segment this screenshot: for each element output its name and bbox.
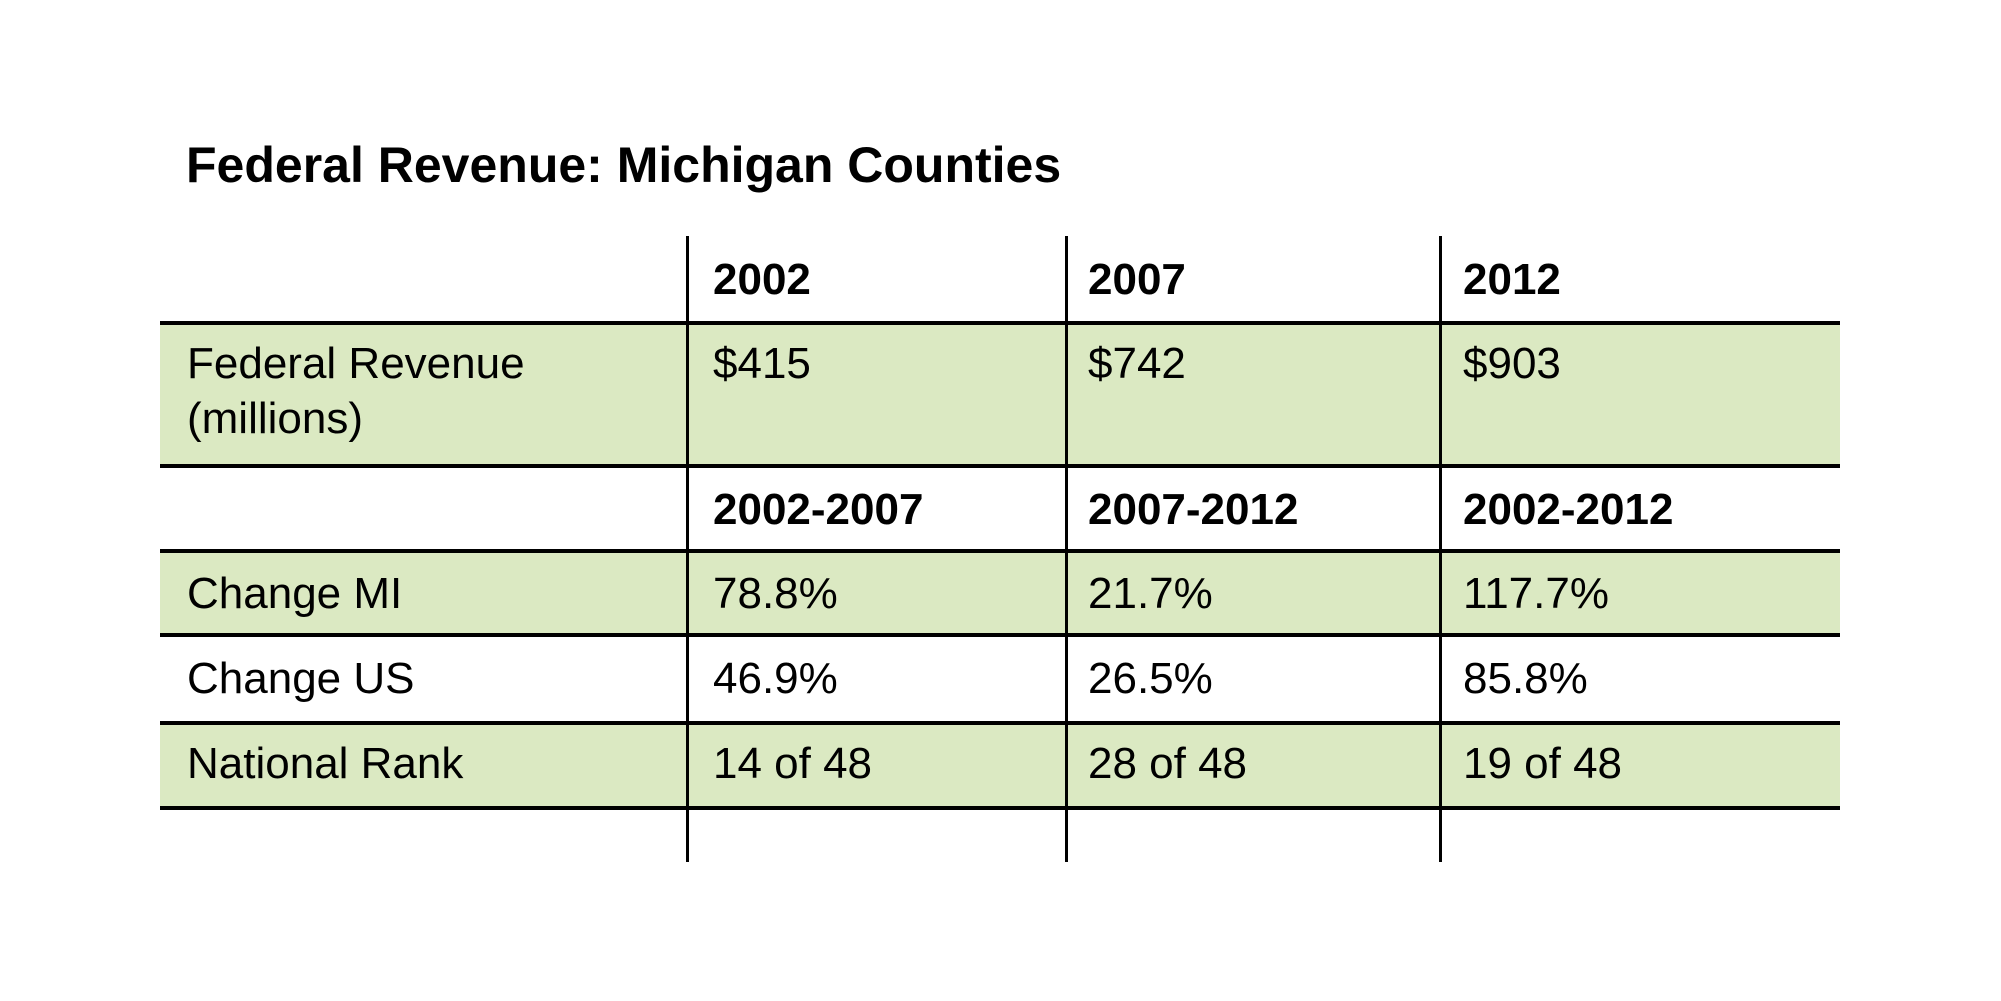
row-label-unit: (millions) (187, 394, 363, 443)
row-label: Federal Revenue (187, 339, 525, 388)
rule (160, 806, 1840, 810)
table-cell: 46.9% (713, 654, 838, 703)
row-band-change-mi (160, 551, 1840, 635)
header-year: 2007 (1088, 255, 1186, 304)
table-cell: 28 of 48 (1088, 739, 1248, 788)
rule (160, 464, 1840, 468)
column-rule (1065, 236, 1068, 862)
row-band-rank (160, 723, 1840, 808)
header-year: 2012 (1463, 255, 1561, 304)
rule (160, 721, 1840, 725)
revenue-value: $903 (1463, 339, 1561, 388)
row-band-revenue (160, 323, 1840, 466)
revenue-value: $415 (713, 339, 811, 388)
table-cell: 19 of 48 (1463, 739, 1623, 788)
row-label: National Rank (187, 739, 464, 788)
table-cell: 117.7% (1463, 569, 1609, 618)
header-period: 2002-2007 (713, 485, 924, 534)
revenue-value: $742 (1088, 339, 1186, 388)
column-rule (686, 236, 689, 862)
rule (160, 633, 1840, 637)
row-label: Change MI (187, 569, 403, 618)
row-label: Change US (187, 654, 415, 703)
rule (160, 549, 1840, 553)
table-cell: 78.8% (713, 569, 838, 618)
table-cell: 26.5% (1088, 654, 1213, 703)
page-title: Federal Revenue: Michigan Counties (186, 137, 1062, 193)
header-period: 2002-2012 (1463, 485, 1674, 534)
table-cell: 14 of 48 (713, 739, 873, 788)
header-period: 2007-2012 (1088, 485, 1299, 534)
table-cell: 85.8% (1463, 654, 1588, 703)
rule (160, 321, 1840, 325)
column-rule (1439, 236, 1442, 862)
table-cell: 21.7% (1088, 569, 1213, 618)
header-year: 2002 (713, 255, 811, 304)
